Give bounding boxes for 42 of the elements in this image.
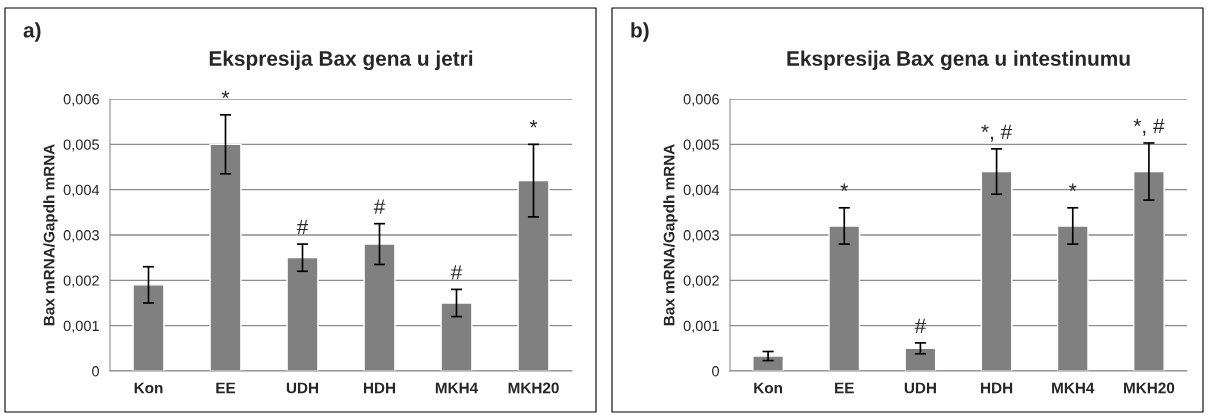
x-tick-label: EE [835, 382, 854, 394]
text: a) [23, 22, 41, 42]
y-tick-label: 0,001 [63, 320, 99, 333]
y-tick-label: 0,002 [683, 275, 719, 288]
data-label: * [840, 183, 848, 191]
chart-title: Ekspresija Bax gena u jetri [209, 50, 473, 71]
data-label: # [914, 318, 927, 334]
x-tick-label: MKH4 [1052, 382, 1095, 394]
data-label: * [529, 120, 538, 128]
y-tick-label: 0,001 [683, 320, 719, 333]
y-tick-label: 0,006 [683, 94, 719, 107]
y-axis-title: Bax mRNA/Gapdh mRNA [43, 144, 58, 326]
y-tick-label: 0,004 [683, 184, 720, 197]
y-tick-label: 0,004 [63, 184, 100, 197]
x-tick-label: MKH20 [508, 382, 559, 394]
x-tick-label: EE [216, 382, 236, 394]
x-tick-label: Kon [754, 382, 782, 394]
y-tick-label: 0,003 [683, 230, 719, 243]
y-tick-label: 0,005 [63, 139, 99, 152]
text: b) [631, 22, 649, 42]
x-tick-label: Kon [134, 382, 163, 394]
data-label: # [450, 265, 463, 280]
x-tick-label: MKH4 [435, 382, 479, 394]
data-label: *, # [981, 124, 1013, 142]
y-tick-label: 0 [92, 366, 100, 377]
data-label: # [373, 199, 386, 214]
y-tick-label: 0 [712, 366, 720, 377]
y-tick-label: 0,006 [63, 94, 99, 107]
y-tick-label: 0,002 [63, 275, 99, 288]
x-tick-label: UDH [286, 382, 319, 394]
x-tick-label: HDH [981, 382, 1013, 394]
x-tick-label: UDH [904, 382, 936, 394]
chart-title: Ekspresija Bax gena u intestinumu [787, 50, 1130, 71]
x-tick-label: MKH20 [1124, 382, 1175, 394]
data-label: * [1069, 183, 1077, 191]
x-tick-label: HDH [363, 382, 396, 394]
y-tick-label: 0,003 [63, 230, 99, 243]
data-label: * [221, 90, 230, 98]
y-axis-title: Bax mRNA/Gapdh mRNA [663, 144, 678, 326]
y-tick-label: 0,005 [683, 139, 719, 152]
data-label: *, # [1133, 118, 1165, 136]
data-label: # [296, 219, 309, 235]
